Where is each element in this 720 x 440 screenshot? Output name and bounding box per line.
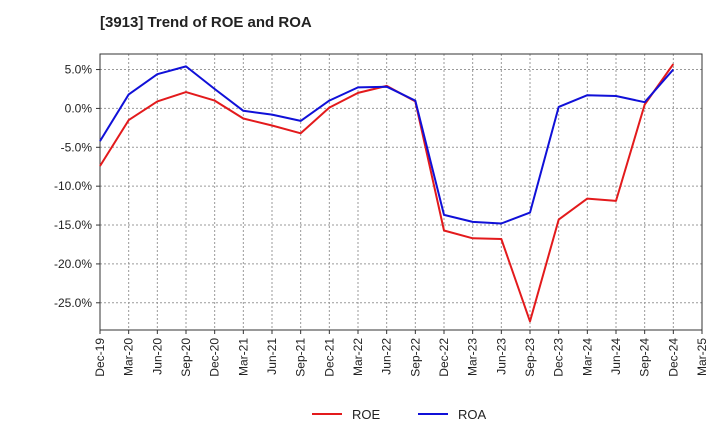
- x-tick-label: Dec-24: [666, 338, 680, 377]
- x-tick-label: Mar-20: [122, 338, 136, 376]
- x-tick-label: Dec-20: [208, 338, 222, 377]
- y-tick-label: -10.0%: [54, 179, 92, 193]
- x-tick-label: Dec-22: [437, 338, 451, 377]
- chart-title: [3913] Trend of ROE and ROA: [100, 14, 312, 31]
- x-tick-label: Dec-23: [552, 338, 566, 377]
- x-tick-label: Sep-23: [523, 338, 537, 377]
- x-tick-label: Mar-22: [351, 338, 365, 376]
- plot-area: [100, 54, 702, 330]
- y-tick-label: 5.0%: [65, 63, 93, 77]
- legend-label-roa: ROA: [458, 407, 487, 422]
- x-tick-label: Jun-23: [494, 338, 508, 375]
- x-tick-label: Dec-21: [322, 338, 336, 377]
- y-tick-label: -25.0%: [54, 296, 92, 310]
- y-tick-label: -5.0%: [61, 140, 93, 154]
- x-tick-label: Sep-21: [294, 338, 308, 377]
- y-tick-label: -20.0%: [54, 257, 92, 271]
- x-tick-label: Jun-24: [609, 338, 623, 375]
- x-tick-label: Mar-21: [236, 338, 250, 376]
- plot-frame: [99, 53, 703, 331]
- x-tick-label: Mar-25: [695, 338, 709, 376]
- legend-label-roe: ROE: [352, 407, 381, 422]
- series-line-roa: [99, 65, 675, 225]
- x-tick-label: Mar-24: [580, 338, 594, 376]
- x-tick-label: Jun-20: [150, 338, 164, 375]
- y-tick-label: 0.0%: [65, 101, 93, 115]
- x-tick-label: Sep-22: [408, 338, 422, 377]
- x-tick-label: Sep-24: [638, 338, 652, 377]
- x-tick-label: Jun-22: [380, 338, 394, 375]
- x-tick-label: Dec-19: [93, 338, 107, 377]
- y-tick-label: -15.0%: [54, 218, 92, 232]
- x-tick-label: Jun-21: [265, 338, 279, 375]
- x-tick-label: Mar-23: [466, 338, 480, 376]
- x-tick-label: Sep-20: [179, 338, 193, 377]
